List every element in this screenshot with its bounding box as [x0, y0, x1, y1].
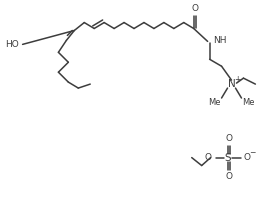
Text: O: O [225, 172, 232, 182]
Text: Me: Me [242, 98, 255, 108]
Text: O: O [244, 153, 250, 162]
Text: NH: NH [214, 36, 227, 45]
Text: HO: HO [5, 40, 19, 49]
Text: O: O [205, 153, 212, 162]
Text: +: + [234, 75, 241, 84]
Text: O: O [192, 4, 198, 13]
Text: N: N [228, 79, 235, 89]
Text: S: S [224, 153, 231, 163]
Text: O: O [225, 134, 232, 143]
Text: Me: Me [208, 98, 221, 108]
Text: −: − [249, 148, 256, 157]
